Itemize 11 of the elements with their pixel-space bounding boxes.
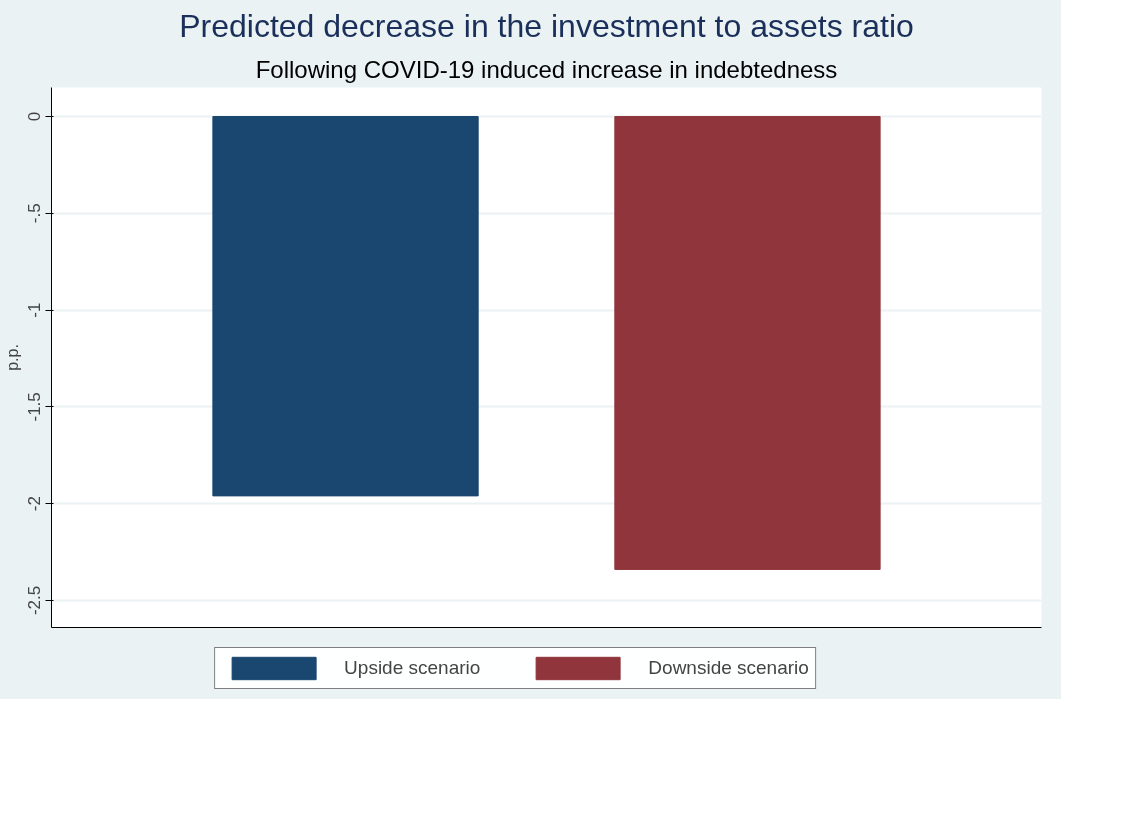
y-tick-label: -2.5 xyxy=(25,585,45,616)
chart-title: Predicted decrease in the investment to assets ratio xyxy=(179,7,914,44)
y-tick-label: 0 xyxy=(25,111,45,122)
legend-label: Downside scenario xyxy=(648,657,809,679)
y-tick-label: -2 xyxy=(25,496,45,512)
legend-label: Upside scenario xyxy=(344,657,481,679)
y-tick-label: -1 xyxy=(25,302,45,318)
y-axis-title: p.p. xyxy=(3,344,21,371)
y-tick-label: -1.5 xyxy=(25,392,45,422)
y-tick-label: -.5 xyxy=(25,203,45,224)
chart-subtitle: Following COVID-19 induced increase in indebtedness xyxy=(255,55,838,83)
